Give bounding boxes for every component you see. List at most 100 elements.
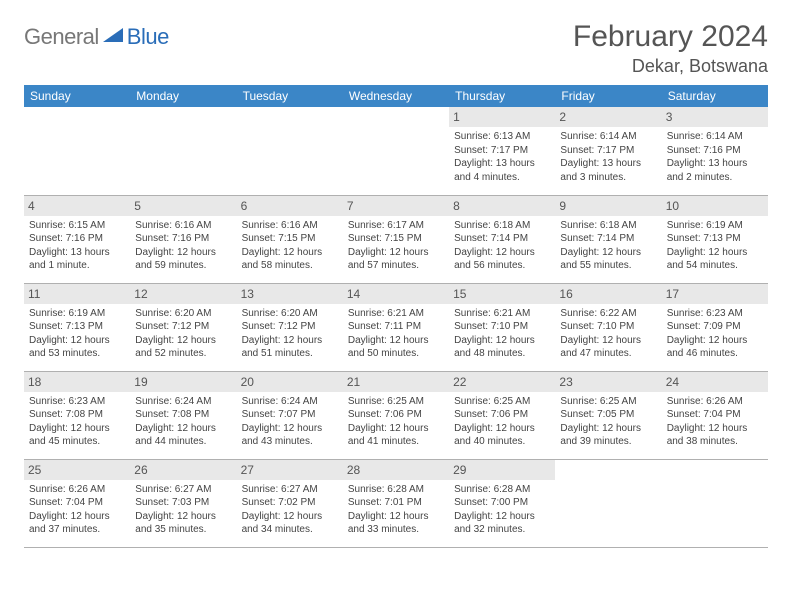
sunrise-line: Sunrise: 6:14 AM <box>560 130 656 144</box>
daylight-line: Daylight: 12 hours and 46 minutes. <box>667 334 763 361</box>
daylight-line: Daylight: 12 hours and 37 minutes. <box>29 510 125 537</box>
calendar-day-cell <box>130 107 236 195</box>
sunset-line: Sunset: 7:02 PM <box>242 496 338 510</box>
day-number: 29 <box>449 460 555 480</box>
calendar-day-cell: 2Sunrise: 6:14 AMSunset: 7:17 PMDaylight… <box>555 107 661 195</box>
daylight-line: Daylight: 12 hours and 47 minutes. <box>560 334 656 361</box>
daylight-line: Daylight: 12 hours and 56 minutes. <box>454 246 550 273</box>
sunset-line: Sunset: 7:10 PM <box>560 320 656 334</box>
sunrise-line: Sunrise: 6:20 AM <box>135 307 231 321</box>
sunset-line: Sunset: 7:15 PM <box>242 232 338 246</box>
sunset-line: Sunset: 7:08 PM <box>135 408 231 422</box>
sunset-line: Sunset: 7:08 PM <box>29 408 125 422</box>
daylight-line: Daylight: 13 hours and 4 minutes. <box>454 157 550 184</box>
day-number: 23 <box>555 372 661 392</box>
day-number: 10 <box>662 196 768 216</box>
calendar-day-cell: 17Sunrise: 6:23 AMSunset: 7:09 PMDayligh… <box>662 283 768 371</box>
sunset-line: Sunset: 7:14 PM <box>560 232 656 246</box>
calendar-day-cell <box>555 459 661 547</box>
triangle-icon <box>103 26 125 49</box>
calendar-day-cell: 18 Sunrise: 6:23 AMSunset: 7:08 PMDayligh… <box>24 371 130 459</box>
daylight-line: Daylight: 12 hours and 52 minutes. <box>135 334 231 361</box>
sunset-line: Sunset: 7:04 PM <box>667 408 763 422</box>
weekday-header: Tuesday <box>237 85 343 107</box>
calendar-day-cell <box>662 459 768 547</box>
daylight-line: Daylight: 12 hours and 40 minutes. <box>454 422 550 449</box>
calendar-week-row: 18Sunrise: 6:23 AMSunset: 7:08 PMDayligh… <box>24 371 768 459</box>
daylight-line: Daylight: 12 hours and 41 minutes. <box>348 422 444 449</box>
logo-text-blue: Blue <box>127 24 169 50</box>
daylight-line: Daylight: 12 hours and 34 minutes. <box>242 510 338 537</box>
day-number: 11 <box>24 284 130 304</box>
calendar-page: General Blue February 2024 Dekar, Botswa… <box>0 0 792 568</box>
daylight-line: Daylight: 12 hours and 55 minutes. <box>560 246 656 273</box>
calendar-day-cell: 4Sunrise: 6:15 AMSunset: 7:16 PMDaylight… <box>24 195 130 283</box>
sunrise-line: Sunrise: 6:25 AM <box>560 395 656 409</box>
calendar-day-cell: 29Sunrise: 6:28 AMSunset: 7:00 PMDayligh… <box>449 459 555 547</box>
logo: General Blue <box>24 24 169 50</box>
sunrise-line: Sunrise: 6:19 AM <box>667 219 763 233</box>
day-number: 6 <box>237 196 343 216</box>
daylight-line: Daylight: 13 hours and 3 minutes. <box>560 157 656 184</box>
sunset-line: Sunset: 7:00 PM <box>454 496 550 510</box>
day-number: 17 <box>662 284 768 304</box>
sunrise-line: Sunrise: 6:19 AM <box>29 307 125 321</box>
daylight-line: Daylight: 12 hours and 35 minutes. <box>135 510 231 537</box>
sunrise-line: Sunrise: 6:16 AM <box>242 219 338 233</box>
sunset-line: Sunset: 7:13 PM <box>29 320 125 334</box>
day-number: 7 <box>343 196 449 216</box>
sunset-line: Sunset: 7:16 PM <box>135 232 231 246</box>
sunrise-line: Sunrise: 6:26 AM <box>29 483 125 497</box>
sunrise-line: Sunrise: 6:25 AM <box>348 395 444 409</box>
weekday-header: Friday <box>555 85 661 107</box>
calendar-day-cell: 14Sunrise: 6:21 AMSunset: 7:11 PMDayligh… <box>343 283 449 371</box>
title-block: February 2024 Dekar, Botswana <box>573 20 768 77</box>
sunrise-line: Sunrise: 6:17 AM <box>348 219 444 233</box>
location: Dekar, Botswana <box>573 56 768 77</box>
daylight-line: Daylight: 12 hours and 43 minutes. <box>242 422 338 449</box>
sunset-line: Sunset: 7:15 PM <box>348 232 444 246</box>
sunset-line: Sunset: 7:17 PM <box>560 144 656 158</box>
day-number: 19 <box>130 372 236 392</box>
day-number: 14 <box>343 284 449 304</box>
calendar-day-cell: 5Sunrise: 6:16 AMSunset: 7:16 PMDaylight… <box>130 195 236 283</box>
calendar-day-cell: 21Sunrise: 6:25 AMSunset: 7:06 PMDayligh… <box>343 371 449 459</box>
calendar-day-cell: 3Sunrise: 6:14 AMSunset: 7:16 PMDaylight… <box>662 107 768 195</box>
daylight-line: Daylight: 12 hours and 45 minutes. <box>29 422 125 449</box>
calendar-day-cell: 8Sunrise: 6:18 AMSunset: 7:14 PMDaylight… <box>449 195 555 283</box>
daylight-line: Daylight: 12 hours and 51 minutes. <box>242 334 338 361</box>
daylight-line: Daylight: 12 hours and 38 minutes. <box>667 422 763 449</box>
weekday-header: Monday <box>130 85 236 107</box>
calendar-day-cell: 13Sunrise: 6:20 AMSunset: 7:12 PMDayligh… <box>237 283 343 371</box>
calendar-day-cell: 19Sunrise: 6:24 AMSunset: 7:08 PMDayligh… <box>130 371 236 459</box>
sunset-line: Sunset: 7:14 PM <box>454 232 550 246</box>
day-number: 18 <box>24 372 130 392</box>
sunrise-line: Sunrise: 6:23 AM <box>29 395 125 409</box>
calendar-day-cell <box>24 107 130 195</box>
calendar-day-cell: 9Sunrise: 6:18 AMSunset: 7:14 PMDaylight… <box>555 195 661 283</box>
calendar-day-cell: 22Sunrise: 6:25 AMSunset: 7:06 PMDayligh… <box>449 371 555 459</box>
sunset-line: Sunset: 7:03 PM <box>135 496 231 510</box>
sunset-line: Sunset: 7:17 PM <box>454 144 550 158</box>
sunrise-line: Sunrise: 6:15 AM <box>29 219 125 233</box>
day-number: 5 <box>130 196 236 216</box>
calendar-body: 1Sunrise: 6:13 AMSunset: 7:17 PMDaylight… <box>24 107 768 547</box>
calendar-week-row: 1Sunrise: 6:13 AMSunset: 7:17 PMDaylight… <box>24 107 768 195</box>
calendar-day-cell: 25Sunrise: 6:26 AMSunset: 7:04 PMDayligh… <box>24 459 130 547</box>
daylight-line: Daylight: 12 hours and 54 minutes. <box>667 246 763 273</box>
sunrise-line: Sunrise: 6:18 AM <box>454 219 550 233</box>
sunrise-line: Sunrise: 6:26 AM <box>667 395 763 409</box>
calendar-day-cell: 6Sunrise: 6:16 AMSunset: 7:15 PMDaylight… <box>237 195 343 283</box>
day-number: 12 <box>130 284 236 304</box>
daylight-line: Daylight: 12 hours and 57 minutes. <box>348 246 444 273</box>
calendar-table: SundayMondayTuesdayWednesdayThursdayFrid… <box>24 85 768 548</box>
sunset-line: Sunset: 7:16 PM <box>29 232 125 246</box>
day-number: 20 <box>237 372 343 392</box>
sunset-line: Sunset: 7:12 PM <box>242 320 338 334</box>
sunrise-line: Sunrise: 6:22 AM <box>560 307 656 321</box>
day-number: 25 <box>24 460 130 480</box>
calendar-day-cell: 24Sunrise: 6:26 AMSunset: 7:04 PMDayligh… <box>662 371 768 459</box>
sunrise-line: Sunrise: 6:20 AM <box>242 307 338 321</box>
calendar-day-cell: 26Sunrise: 6:27 AMSunset: 7:03 PMDayligh… <box>130 459 236 547</box>
logo-text-gray: General <box>24 24 99 50</box>
